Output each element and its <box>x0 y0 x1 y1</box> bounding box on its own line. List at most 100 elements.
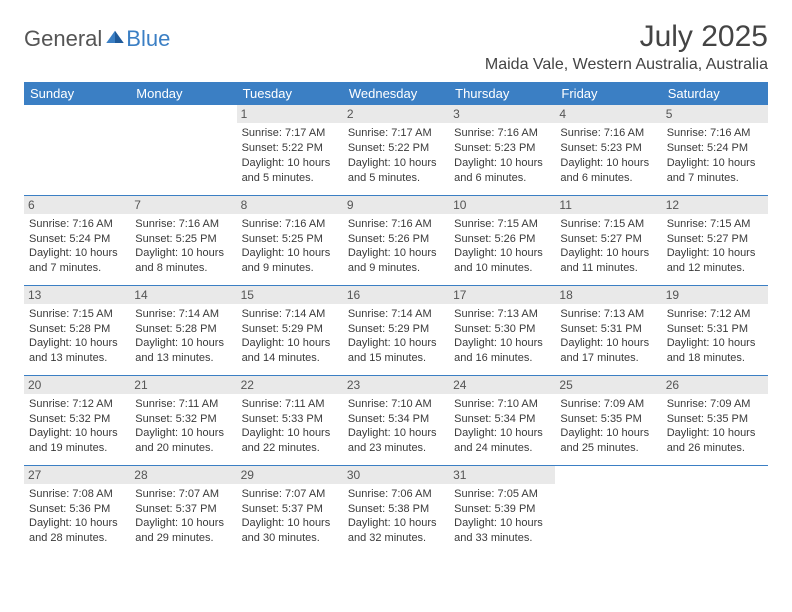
sunrise-line: Sunrise: 7:13 AM <box>560 307 656 322</box>
sunrise-line: Sunrise: 7:15 AM <box>29 307 125 322</box>
calendar-week-row: 20Sunrise: 7:12 AMSunset: 5:32 PMDayligh… <box>24 375 768 465</box>
weekday-header: Friday <box>555 82 661 105</box>
sunset-line: Sunset: 5:39 PM <box>454 502 550 517</box>
sunset-line: Sunset: 5:27 PM <box>560 232 656 247</box>
calendar-empty-cell <box>662 465 768 555</box>
day-number: 23 <box>343 376 449 394</box>
sunset-line: Sunset: 5:28 PM <box>135 322 231 337</box>
sunset-line: Sunset: 5:38 PM <box>348 502 444 517</box>
sunset-line: Sunset: 5:25 PM <box>135 232 231 247</box>
weekday-header: Thursday <box>449 82 555 105</box>
daylight-line: Daylight: 10 hours and 16 minutes. <box>454 336 550 366</box>
sunset-line: Sunset: 5:33 PM <box>242 412 338 427</box>
daylight-line: Daylight: 10 hours and 32 minutes. <box>348 516 444 546</box>
daylight-line: Daylight: 10 hours and 9 minutes. <box>242 246 338 276</box>
calendar-day-cell: 30Sunrise: 7:06 AMSunset: 5:38 PMDayligh… <box>343 465 449 555</box>
day-number: 18 <box>555 286 661 304</box>
calendar-day-cell: 5Sunrise: 7:16 AMSunset: 5:24 PMDaylight… <box>662 105 768 195</box>
sunrise-line: Sunrise: 7:07 AM <box>135 487 231 502</box>
sunset-line: Sunset: 5:24 PM <box>29 232 125 247</box>
day-number: 26 <box>662 376 768 394</box>
calendar-day-cell: 21Sunrise: 7:11 AMSunset: 5:32 PMDayligh… <box>130 375 236 465</box>
sunset-line: Sunset: 5:24 PM <box>667 141 763 156</box>
sunset-line: Sunset: 5:37 PM <box>242 502 338 517</box>
day-number: 17 <box>449 286 555 304</box>
sunrise-line: Sunrise: 7:08 AM <box>29 487 125 502</box>
calendar-week-row: 13Sunrise: 7:15 AMSunset: 5:28 PMDayligh… <box>24 285 768 375</box>
day-number: 16 <box>343 286 449 304</box>
daylight-line: Daylight: 10 hours and 20 minutes. <box>135 426 231 456</box>
daylight-line: Daylight: 10 hours and 17 minutes. <box>560 336 656 366</box>
day-number: 10 <box>449 196 555 214</box>
sunrise-line: Sunrise: 7:17 AM <box>242 126 338 141</box>
weekday-header: Monday <box>130 82 236 105</box>
sunset-line: Sunset: 5:26 PM <box>348 232 444 247</box>
sunrise-line: Sunrise: 7:15 AM <box>667 217 763 232</box>
daylight-line: Daylight: 10 hours and 11 minutes. <box>560 246 656 276</box>
sunrise-line: Sunrise: 7:05 AM <box>454 487 550 502</box>
daylight-line: Daylight: 10 hours and 10 minutes. <box>454 246 550 276</box>
sunrise-line: Sunrise: 7:06 AM <box>348 487 444 502</box>
weekday-header: Sunday <box>24 82 130 105</box>
logo-text-blue: Blue <box>126 26 170 52</box>
weekday-header: Saturday <box>662 82 768 105</box>
sunrise-line: Sunrise: 7:14 AM <box>135 307 231 322</box>
sunrise-line: Sunrise: 7:17 AM <box>348 126 444 141</box>
sunset-line: Sunset: 5:31 PM <box>667 322 763 337</box>
sunset-line: Sunset: 5:28 PM <box>29 322 125 337</box>
calendar-day-cell: 7Sunrise: 7:16 AMSunset: 5:25 PMDaylight… <box>130 195 236 285</box>
day-number: 11 <box>555 196 661 214</box>
calendar-empty-cell <box>555 465 661 555</box>
title-block: July 2025 Maida Vale, Western Australia,… <box>485 20 768 74</box>
calendar-day-cell: 12Sunrise: 7:15 AMSunset: 5:27 PMDayligh… <box>662 195 768 285</box>
calendar-day-cell: 10Sunrise: 7:15 AMSunset: 5:26 PMDayligh… <box>449 195 555 285</box>
calendar-week-row: 6Sunrise: 7:16 AMSunset: 5:24 PMDaylight… <box>24 195 768 285</box>
day-number: 31 <box>449 466 555 484</box>
day-number: 3 <box>449 105 555 123</box>
day-number: 5 <box>662 105 768 123</box>
sunrise-line: Sunrise: 7:16 AM <box>667 126 763 141</box>
sunrise-line: Sunrise: 7:16 AM <box>348 217 444 232</box>
calendar-day-cell: 11Sunrise: 7:15 AMSunset: 5:27 PMDayligh… <box>555 195 661 285</box>
day-number: 6 <box>24 196 130 214</box>
day-number: 24 <box>449 376 555 394</box>
location-subtitle: Maida Vale, Western Australia, Australia <box>485 56 768 74</box>
sunrise-line: Sunrise: 7:14 AM <box>242 307 338 322</box>
calendar-page: General Blue July 2025 Maida Vale, Weste… <box>0 0 792 575</box>
calendar-day-cell: 22Sunrise: 7:11 AMSunset: 5:33 PMDayligh… <box>237 375 343 465</box>
daylight-line: Daylight: 10 hours and 5 minutes. <box>242 156 338 186</box>
day-number: 22 <box>237 376 343 394</box>
sunset-line: Sunset: 5:23 PM <box>560 141 656 156</box>
calendar-day-cell: 16Sunrise: 7:14 AMSunset: 5:29 PMDayligh… <box>343 285 449 375</box>
calendar-empty-cell <box>130 105 236 195</box>
sunset-line: Sunset: 5:22 PM <box>348 141 444 156</box>
day-number: 15 <box>237 286 343 304</box>
sunrise-line: Sunrise: 7:11 AM <box>242 397 338 412</box>
calendar-day-cell: 4Sunrise: 7:16 AMSunset: 5:23 PMDaylight… <box>555 105 661 195</box>
sunset-line: Sunset: 5:36 PM <box>29 502 125 517</box>
day-number: 7 <box>130 196 236 214</box>
daylight-line: Daylight: 10 hours and 24 minutes. <box>454 426 550 456</box>
calendar-day-cell: 28Sunrise: 7:07 AMSunset: 5:37 PMDayligh… <box>130 465 236 555</box>
sunset-line: Sunset: 5:34 PM <box>348 412 444 427</box>
sunset-line: Sunset: 5:34 PM <box>454 412 550 427</box>
sunset-line: Sunset: 5:35 PM <box>560 412 656 427</box>
daylight-line: Daylight: 10 hours and 23 minutes. <box>348 426 444 456</box>
sunset-line: Sunset: 5:32 PM <box>135 412 231 427</box>
day-number: 20 <box>24 376 130 394</box>
sunrise-line: Sunrise: 7:15 AM <box>454 217 550 232</box>
day-number: 1 <box>237 105 343 123</box>
month-title: July 2025 <box>485 20 768 54</box>
calendar-day-cell: 25Sunrise: 7:09 AMSunset: 5:35 PMDayligh… <box>555 375 661 465</box>
daylight-line: Daylight: 10 hours and 6 minutes. <box>560 156 656 186</box>
sunset-line: Sunset: 5:29 PM <box>242 322 338 337</box>
header: General Blue July 2025 Maida Vale, Weste… <box>24 20 768 74</box>
sunrise-line: Sunrise: 7:11 AM <box>135 397 231 412</box>
day-number: 12 <box>662 196 768 214</box>
day-number: 14 <box>130 286 236 304</box>
calendar-day-cell: 17Sunrise: 7:13 AMSunset: 5:30 PMDayligh… <box>449 285 555 375</box>
daylight-line: Daylight: 10 hours and 13 minutes. <box>29 336 125 366</box>
day-number: 8 <box>237 196 343 214</box>
sunrise-line: Sunrise: 7:16 AM <box>29 217 125 232</box>
sunrise-line: Sunrise: 7:09 AM <box>560 397 656 412</box>
